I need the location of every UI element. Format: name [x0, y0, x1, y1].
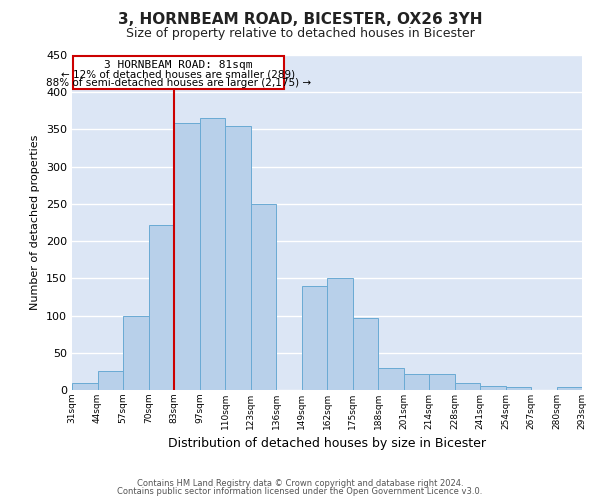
Text: 88% of semi-detached houses are larger (2,175) →: 88% of semi-detached houses are larger (… [46, 78, 311, 88]
Bar [225, 126, 251, 390]
Bar [123, 316, 149, 390]
Text: Contains public sector information licensed under the Open Government Licence v3: Contains public sector information licen… [118, 487, 482, 496]
Bar [404, 374, 429, 390]
Text: ← 12% of detached houses are smaller (289): ← 12% of detached houses are smaller (28… [61, 69, 296, 79]
X-axis label: Distribution of detached houses by size in Bicester: Distribution of detached houses by size … [168, 438, 486, 450]
Bar [429, 374, 455, 390]
Bar [251, 204, 276, 390]
Bar [199, 118, 225, 390]
Bar [378, 368, 404, 390]
Text: 3, HORNBEAM ROAD, BICESTER, OX26 3YH: 3, HORNBEAM ROAD, BICESTER, OX26 3YH [118, 12, 482, 28]
Text: Contains HM Land Registry data © Crown copyright and database right 2024.: Contains HM Land Registry data © Crown c… [137, 478, 463, 488]
FancyBboxPatch shape [73, 56, 284, 88]
Bar [174, 124, 199, 390]
Bar [480, 386, 505, 390]
Text: Size of property relative to detached houses in Bicester: Size of property relative to detached ho… [125, 28, 475, 40]
Bar [97, 370, 123, 390]
Y-axis label: Number of detached properties: Number of detached properties [31, 135, 40, 310]
Bar [455, 382, 480, 390]
Bar [302, 286, 327, 390]
Bar [327, 278, 353, 390]
Text: 3 HORNBEAM ROAD: 81sqm: 3 HORNBEAM ROAD: 81sqm [104, 60, 253, 70]
Bar [149, 224, 174, 390]
Bar [557, 387, 582, 390]
Bar [353, 318, 378, 390]
Bar [505, 387, 531, 390]
Bar [72, 382, 97, 390]
